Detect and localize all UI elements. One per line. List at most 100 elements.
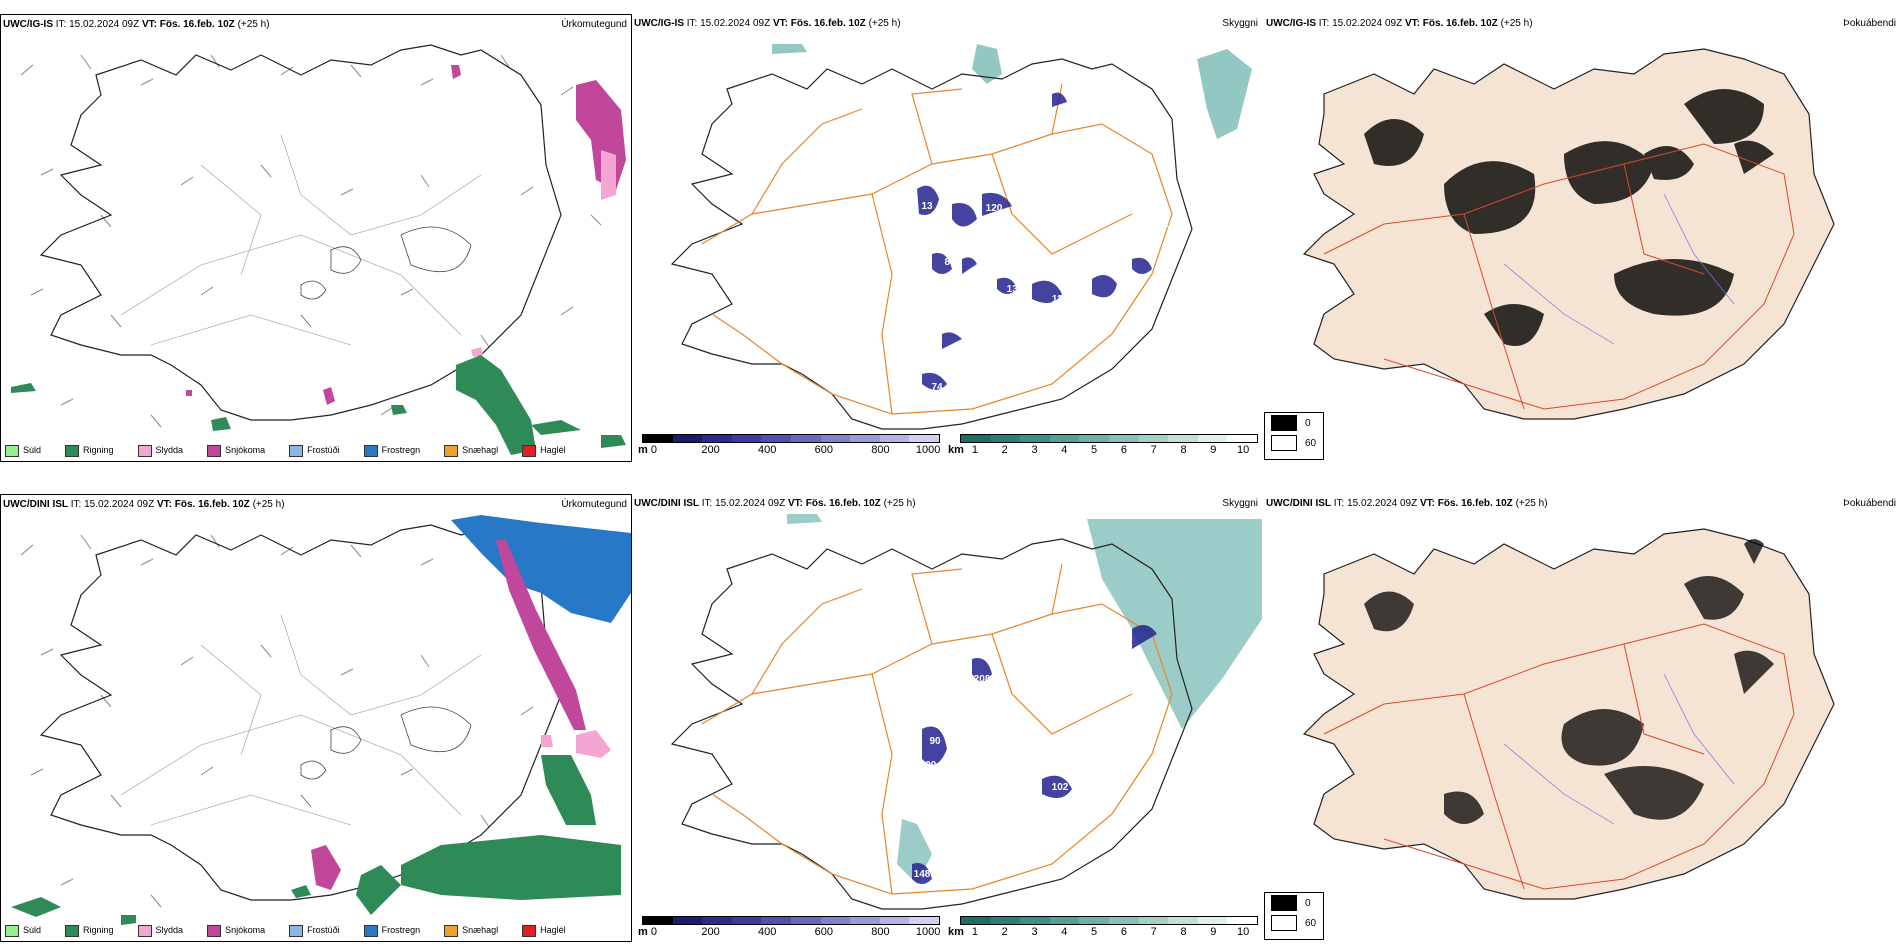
tick-label: 6 — [1120, 444, 1127, 456]
coastline — [39, 524, 562, 901]
ceiling-labels: 208 90 100 102 148 — [914, 674, 1069, 880]
fog-panel-top: UWC/IG-IS IT: 15.02.2024 09Z VT: Fös. 16… — [1264, 14, 1900, 460]
tick-label: 10 — [1236, 926, 1250, 938]
tick-label: 2 — [1001, 444, 1008, 456]
legend-item: Slydda — [137, 445, 202, 457]
land-fill — [1302, 528, 1835, 900]
land-fill — [1302, 48, 1835, 420]
ceiling-value: 114 — [1052, 294, 1069, 305]
fog-panel-bottom: UWC/DINI ISL IT: 15.02.2024 09Z VT: Fös.… — [1264, 494, 1900, 940]
ceiling-value: 74 — [931, 382, 943, 393]
tick-label: 800 — [871, 926, 890, 938]
glacier-outline — [300, 706, 472, 780]
legend-item: Haglél — [522, 445, 584, 457]
ceiling-value: 42 — [926, 276, 938, 287]
fog-index-shading — [1364, 89, 1774, 346]
tick-label: 1000 — [915, 444, 941, 456]
visibility-shading — [772, 44, 1252, 139]
tick-label: 5 — [1091, 444, 1098, 456]
ceiling-blobs — [917, 92, 1152, 390]
tick-label: 400 — [757, 926, 777, 938]
panel-title: UWC/IG-IS IT: 15.02.2024 09Z VT: Fös. 16… — [1266, 18, 1533, 29]
roads — [1323, 623, 1795, 890]
iceland-map: 15 13 120 89 42 133 114 92 105 74 — [670, 44, 1252, 430]
ceiling-value: 100 — [920, 760, 937, 771]
panel-title: UWC/IG-IS IT: 15.02.2024 09Z VT: Fös. 16… — [3, 19, 270, 30]
panel-parameter: Skyggni — [1222, 18, 1258, 29]
tick-label: 10 — [1236, 444, 1250, 456]
visibility-panel-top: 15 13 120 89 42 133 114 92 105 74 UWC/IG… — [632, 14, 1262, 460]
tick-label: 3 — [1031, 444, 1038, 456]
precip-panel-bottom: UWC/DINI ISL IT: 15.02.2024 09Z VT: Fös.… — [0, 494, 632, 942]
snow-area — [311, 540, 586, 890]
tick-label: 8 — [1180, 444, 1187, 456]
snow-area — [186, 65, 626, 405]
ceiling-value: 89 — [944, 257, 956, 268]
ceiling-unit: m — [638, 926, 648, 938]
wind-barbs — [20, 54, 602, 438]
legend-item: Slydda — [137, 925, 202, 937]
tick-label: 600 — [814, 926, 833, 938]
sleet-area — [541, 730, 611, 758]
glacier-outline — [300, 226, 472, 300]
iceland-map — [11, 515, 631, 925]
panel-title: UWC/DINI ISL IT: 15.02.2024 09Z VT: Fös.… — [634, 498, 916, 509]
legend-item: Snæhagl — [444, 925, 516, 937]
freezing-rain-area — [451, 515, 631, 623]
ceiling-value: 105 — [1164, 219, 1181, 230]
ceiling-value: 92 — [1081, 288, 1093, 299]
rain-area — [11, 355, 626, 455]
tick-label: 600 — [814, 444, 833, 456]
tick-label: 0 — [650, 926, 657, 938]
visibility-colorbar: km 1 2 3 4 5 6 7 8 9 10 — [948, 434, 1258, 460]
panel-title: UWC/DINI ISL IT: 15.02.2024 09Z VT: Fös.… — [3, 499, 285, 510]
precip-legend: Súld Rigning Slydda Snjókoma Frostúði Fr… — [5, 925, 584, 937]
tick-label: 3 — [1031, 926, 1038, 938]
legend-item: Rigning — [65, 925, 132, 937]
tick-label: 9 — [1210, 926, 1217, 938]
legend-item: Súld — [5, 445, 59, 457]
ceiling-value: 208 — [974, 674, 991, 685]
ceiling-colorbar: m 0 200 400 600 800 1000 — [638, 916, 941, 940]
legend-item: Haglél — [522, 925, 584, 937]
panel-parameter: Skyggni — [1222, 498, 1258, 509]
legend-item: Frostúði — [289, 925, 358, 937]
tick-label: 4 — [1061, 926, 1068, 938]
panel-title: UWC/DINI ISL IT: 15.02.2024 09Z VT: Fös.… — [1266, 498, 1548, 509]
tick-label: 1 — [971, 444, 978, 456]
ceiling-colorbar: m 0 200 400 600 800 1000 — [638, 434, 941, 460]
tick-label: 200 — [701, 926, 720, 938]
tick-label: 400 — [757, 444, 777, 456]
coastline — [39, 44, 562, 421]
ceiling-blobs — [912, 625, 1157, 884]
legend-item: Rigning — [65, 445, 132, 457]
fog-legend: 0 60 — [1264, 412, 1324, 460]
visibility-unit: km — [948, 444, 964, 456]
panel-parameter: Úrkomutegund — [561, 499, 627, 510]
legend-item: Snjókoma — [207, 445, 283, 457]
tick-label: 1 — [971, 926, 978, 938]
legend-item: Frostregn — [363, 445, 439, 457]
rain-area — [11, 755, 621, 925]
tick-label: 7 — [1150, 444, 1157, 456]
iceland-map — [1302, 48, 1835, 420]
tick-label: 8 — [1180, 926, 1187, 938]
roads — [1323, 143, 1795, 410]
panel-title: UWC/IG-IS IT: 15.02.2024 09Z VT: Fös. 16… — [634, 18, 901, 29]
legend-item: Snæhagl — [444, 445, 516, 457]
tick-label: 7 — [1150, 926, 1157, 938]
panel-parameter: Úrkomutegund — [561, 19, 627, 30]
precip-legend: Súld Rigning Slydda Snjókoma Frostúði Fr… — [5, 445, 584, 457]
iceland-map — [11, 44, 626, 455]
tick-label: 9 — [1210, 444, 1217, 456]
tick-label: 1000 — [915, 926, 941, 938]
panel-parameter: Þokuábendi — [1843, 18, 1896, 29]
visibility-colorbar: km 1 2 3 4 5 6 7 8 9 10 — [948, 916, 1258, 940]
ceiling-value: 120 — [986, 203, 1003, 214]
ceiling-value: 133 — [1007, 284, 1024, 295]
ceiling-labels: 15 13 120 89 42 133 114 92 105 74 — [921, 87, 1180, 393]
tick-label: 0 — [650, 444, 657, 456]
legend-item: Snjókoma — [207, 925, 283, 937]
tick-label: 2 — [1001, 926, 1008, 938]
panel-parameter: Þokuábendi — [1843, 498, 1896, 509]
